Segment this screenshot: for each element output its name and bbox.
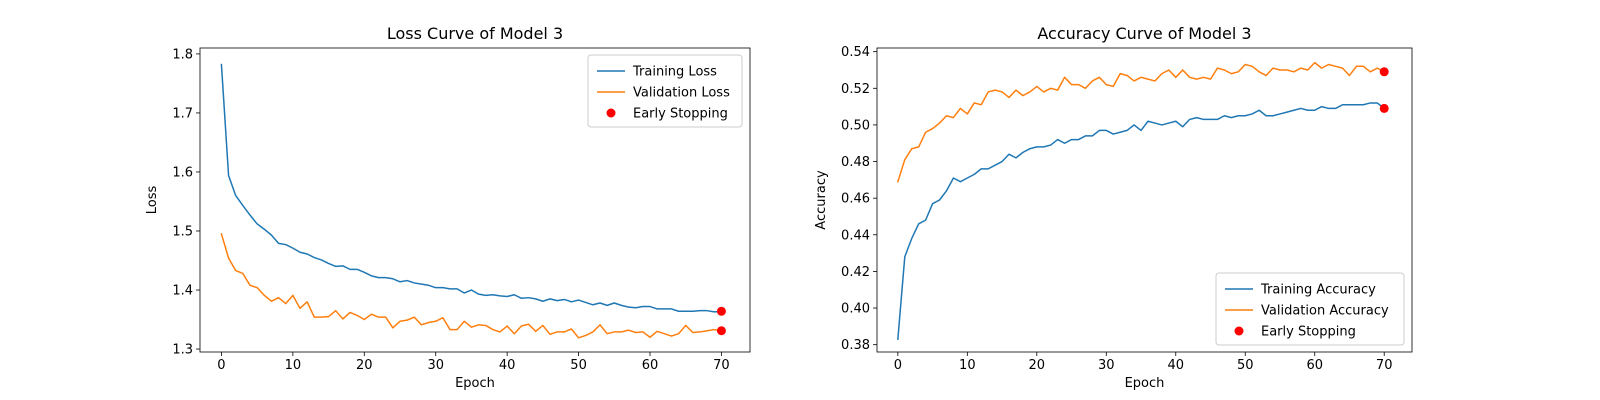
y-tick-label: 0.42 [841,265,870,280]
x-axis-label: Epoch [455,376,495,391]
x-tick-label: 20 [1029,358,1046,373]
legend: Training Accuracy Validation Accuracy Earl… [1215,272,1405,346]
x-tick-label: 10 [959,358,976,373]
series-line-validation [220,233,723,339]
legend: Training Loss Validation Loss Early Stoppi… [587,54,743,128]
x-axis-label: Epoch [1125,376,1165,391]
legend-label: Validation Accuracy [1261,304,1389,319]
x-tick-label: 60 [642,358,659,373]
chart-title: Accuracy Curve of Model 3 [1037,24,1251,43]
y-tick-label: 1.4 [172,284,193,299]
legend-label: Training Loss [632,65,717,80]
legend-dot-swatch [606,108,616,118]
x-tick-label: 0 [217,358,225,373]
y-tick-label: 1.3 [172,343,193,358]
legend-label: Validation Loss [633,86,730,101]
y-tick-label: 0.54 [841,45,870,60]
y-tick-label: 0.40 [841,302,870,317]
y-tick-label: 1.7 [172,106,193,121]
x-tick-label: 30 [427,358,444,373]
y-tick-label: 1.8 [172,47,193,62]
series-line-training [897,102,1386,340]
x-tick-label: 20 [356,358,373,373]
chart-title: Loss Curve of Model 3 [387,24,563,43]
x-tick-label: 60 [1306,358,1323,373]
y-tick-label: 0.44 [841,228,870,243]
x-tick-label: 40 [499,358,516,373]
y-tick-label: 0.46 [841,192,870,207]
axes-frame [876,47,1413,353]
early-stopping-point [716,326,726,336]
series-line-validation [896,61,1386,183]
accuracy-chart: 0 10 20 30 40 50 60 70 0.38 0.40 0.42 0.44 0.46 0.48 0… [814,24,1413,391]
early-stopping-point [1379,67,1389,77]
loss-chart: 0 10 20 30 40 50 60 70 1.3 1.4 1.5 1.6 1.7 1.8 Loss Cu… [145,24,751,391]
y-axis-label: Accuracy [814,170,829,230]
legend-label: Training Accuracy [1260,283,1376,298]
y-tick-label: 1.5 [172,224,193,239]
legend-label: Early Stopping [633,107,728,122]
legend-dot-swatch [1234,326,1244,336]
early-stopping-point [1379,103,1389,113]
x-tick-label: 0 [894,358,902,373]
legend-box [587,54,743,128]
x-tick-label: 50 [1237,358,1254,373]
y-tick-label: 0.38 [841,338,870,353]
y-tick-label: 0.48 [841,155,870,170]
x-tick-label: 10 [285,358,302,373]
x-tick-label: 50 [570,358,587,373]
legend-label: Early Stopping [1261,325,1356,340]
x-tick-label: 30 [1098,358,1115,373]
y-tick-label: 0.50 [841,118,870,133]
x-tick-label: 70 [1376,358,1393,373]
series-line-training [220,63,723,313]
legend-box [1215,272,1405,346]
x-tick-label: 70 [713,358,730,373]
axes-frame [199,47,751,353]
y-axis-label: Loss [145,186,160,215]
y-tick-label: 0.52 [841,82,870,97]
early-stopping-point [716,306,726,316]
x-tick-label: 40 [1167,358,1184,373]
y-tick-label: 1.6 [172,165,193,180]
